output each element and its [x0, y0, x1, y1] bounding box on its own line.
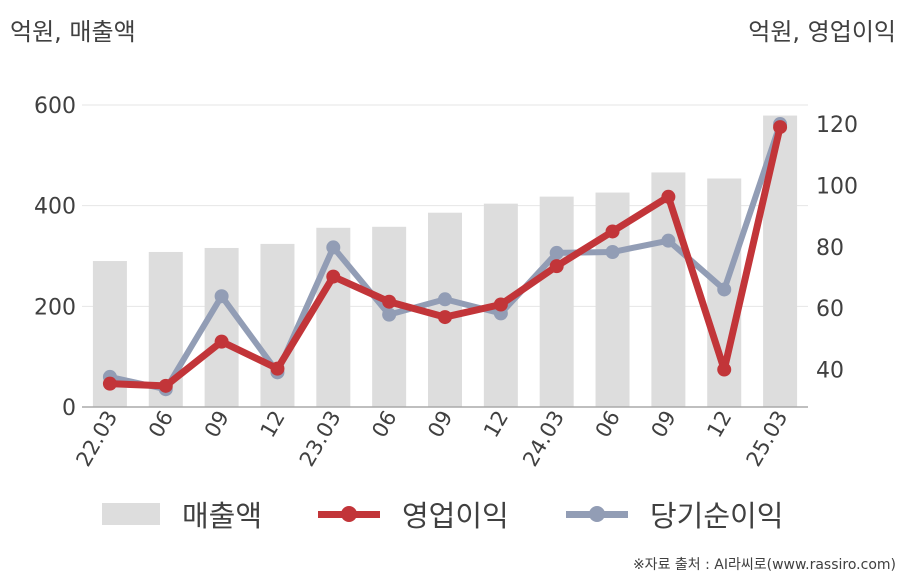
operating-profit-point [270, 361, 285, 376]
x-tick-label: 22.03 [71, 407, 122, 471]
x-tick-label: 24.03 [518, 407, 569, 471]
x-tick-label: 12 [702, 407, 736, 442]
legend-line-swatch-red [318, 503, 380, 525]
operating-profit-point [326, 269, 341, 284]
operating-profit-point [158, 378, 173, 393]
revenue-bar [428, 212, 462, 407]
legend-item-revenue: 매출액 [102, 494, 262, 534]
operating-profit-point [661, 189, 676, 204]
operating-profit-point [214, 334, 229, 349]
legend-bar-swatch [102, 503, 160, 525]
legend-item-net-income: 당기순이익 [566, 494, 783, 534]
chart-legend: 매출액 영업이익 당기순이익 [0, 494, 908, 534]
x-tick-label: 09 [423, 407, 457, 442]
net-income-point [717, 282, 732, 297]
x-tick-label: 06 [591, 407, 625, 442]
right-tick-label: 60 [816, 297, 844, 322]
revenue-bar [260, 243, 295, 407]
net-income-point [326, 240, 341, 255]
operating-profit-point [382, 294, 397, 309]
net-income-point [605, 245, 620, 260]
legend-label-revenue: 매출액 [182, 499, 263, 533]
left-tick-label: 600 [34, 94, 76, 119]
legend-item-operating-profit: 영업이익 [318, 494, 509, 534]
operating-profit-point [605, 224, 620, 239]
x-tick-label: 23.03 [295, 407, 346, 471]
net-income-point [549, 245, 564, 260]
net-income-point [214, 289, 229, 304]
net-income-point [382, 307, 397, 322]
x-tick-label: 25.03 [742, 407, 793, 471]
left-tick-label: 400 [34, 195, 76, 220]
x-tick-label: 09 [647, 407, 681, 442]
operating-profit-point [773, 120, 788, 135]
left-tick-label: 200 [34, 295, 76, 320]
operating-profit-point [549, 259, 564, 274]
operating-profit-point [493, 297, 508, 312]
right-tick-label: 40 [816, 359, 844, 384]
operating-profit-point [438, 310, 452, 325]
x-tick-label: 12 [479, 407, 513, 442]
right-tick-label: 80 [816, 236, 844, 261]
revenue-bar [651, 172, 686, 407]
legend-label-net-income: 당기순이익 [650, 499, 784, 533]
net-income-point [438, 292, 452, 307]
right-axis-unit-label: 억원, 영업이익 [748, 18, 896, 46]
net-income-point [661, 233, 676, 248]
x-tick-label: 06 [367, 407, 401, 442]
legend-line-swatch-blue [566, 503, 628, 525]
x-tick-label: 12 [256, 407, 290, 442]
revenue-bar [539, 196, 574, 407]
right-tick-label: 100 [816, 174, 858, 199]
x-tick-label: 09 [200, 407, 234, 442]
x-tick-label: 06 [144, 407, 178, 442]
left-tick-label: 0 [62, 396, 76, 421]
operating-profit-point [717, 362, 732, 377]
operating-profit-point [102, 376, 117, 391]
legend-label-operating-profit: 영업이익 [402, 499, 509, 533]
source-note: ※자료 출처 : AI라씨로(www.rassiro.com) [632, 557, 896, 573]
left-axis-unit-label: 억원, 매출액 [10, 18, 136, 46]
right-tick-label: 120 [816, 113, 858, 138]
revenue-bar [204, 247, 239, 407]
